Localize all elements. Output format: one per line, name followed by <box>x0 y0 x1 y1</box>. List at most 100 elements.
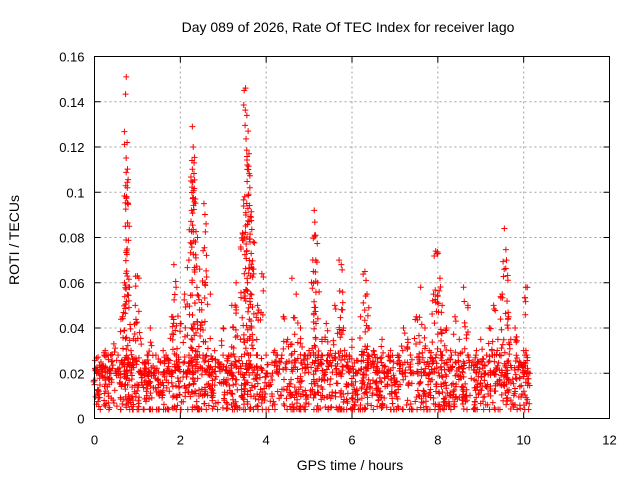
data-point <box>253 372 260 379</box>
data-point <box>233 306 240 313</box>
data-point <box>148 342 155 349</box>
data-point <box>134 381 141 388</box>
data-point <box>243 369 250 376</box>
data-point <box>92 393 99 400</box>
data-point <box>349 336 355 343</box>
data-point <box>341 353 348 360</box>
data-point <box>452 383 459 390</box>
data-point <box>339 266 346 273</box>
data-point <box>408 356 415 363</box>
data-point <box>229 406 236 413</box>
data-point <box>164 406 171 413</box>
data-point <box>186 368 193 375</box>
data-point <box>489 399 496 406</box>
x-axis-label: GPS time / hours <box>297 457 404 473</box>
data-point <box>500 258 507 265</box>
data-point <box>349 395 356 402</box>
data-point <box>360 349 367 356</box>
data-point <box>124 139 131 146</box>
data-point <box>176 368 183 375</box>
data-point <box>136 329 143 336</box>
data-point <box>284 406 291 413</box>
y-axis-label: ROTI / TECUs <box>6 195 22 285</box>
chart-title: Day 089 of 2026, Rate Of TEC Index for r… <box>182 19 515 35</box>
data-point <box>233 279 240 286</box>
data-point <box>349 395 356 402</box>
data-point <box>308 364 315 371</box>
data-point <box>479 365 486 372</box>
data-point <box>459 397 466 404</box>
data-point <box>207 335 214 342</box>
plot-frame <box>94 56 610 419</box>
data-point <box>452 313 458 320</box>
data-point <box>203 367 210 374</box>
data-point <box>212 357 219 364</box>
data-point <box>208 372 215 379</box>
data-point <box>123 237 130 244</box>
data-point <box>429 339 436 346</box>
data-point <box>191 154 198 161</box>
data-point <box>318 383 325 390</box>
data-point <box>169 383 176 390</box>
data-point <box>250 310 257 317</box>
data-point <box>360 271 367 278</box>
data-point <box>431 320 438 327</box>
data-point <box>362 292 369 299</box>
data-point <box>512 388 519 395</box>
data-point <box>468 375 475 382</box>
data-point <box>377 355 384 362</box>
data-point <box>180 368 187 375</box>
data-point <box>148 364 155 371</box>
data-point <box>439 302 446 309</box>
data-point <box>443 385 450 392</box>
data-point <box>374 403 381 410</box>
data-point <box>365 304 372 311</box>
data-point <box>282 360 289 367</box>
data-point <box>155 381 162 388</box>
data-point <box>240 101 247 108</box>
data-point <box>477 400 484 407</box>
data-point <box>142 360 149 367</box>
data-point <box>514 406 521 413</box>
data-point <box>492 307 499 314</box>
data-point <box>239 371 246 378</box>
data-point <box>389 395 396 402</box>
y-tick-label: 0.08 <box>59 231 84 246</box>
data-point <box>389 400 396 407</box>
data-point <box>395 404 402 411</box>
data-point <box>187 292 194 299</box>
data-point <box>135 400 142 407</box>
data-point <box>198 319 205 326</box>
data-point <box>242 229 249 236</box>
data-point <box>120 345 127 352</box>
data-point <box>236 404 243 411</box>
data-point <box>393 389 400 396</box>
data-point <box>312 268 319 275</box>
data-point <box>429 311 436 318</box>
data-point <box>447 389 454 396</box>
data-point <box>438 381 445 388</box>
data-point <box>127 347 134 354</box>
data-point <box>503 395 510 402</box>
data-point <box>487 386 494 393</box>
data-point <box>163 377 170 384</box>
data-point <box>338 261 345 268</box>
data-point <box>525 375 532 382</box>
data-point <box>424 358 431 365</box>
data-point <box>123 73 130 80</box>
data-point <box>398 343 405 350</box>
data-point <box>447 406 454 413</box>
data-point <box>141 395 148 402</box>
data-point <box>135 406 142 413</box>
data-point <box>228 343 235 350</box>
x-tick-labels: 0 2 4 6 8 10 12 <box>91 433 617 448</box>
data-point <box>168 379 175 386</box>
data-point <box>497 381 504 388</box>
data-point <box>483 383 490 390</box>
data-point <box>274 369 281 376</box>
data-point <box>160 401 167 408</box>
data-point <box>247 405 254 412</box>
data-point <box>198 386 205 393</box>
data-point <box>189 123 196 130</box>
data-point <box>224 389 231 396</box>
